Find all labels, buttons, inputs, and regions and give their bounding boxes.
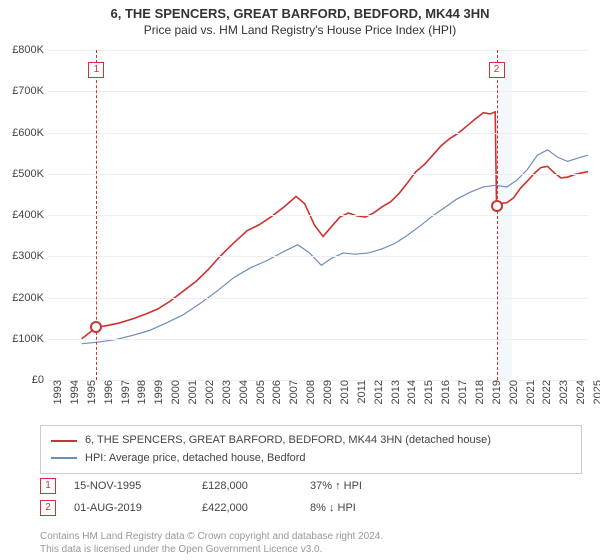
chart-title: 6, THE SPENCERS, GREAT BARFORD, BEDFORD,…: [0, 0, 600, 21]
x-tick-label: 2006: [267, 380, 283, 404]
y-tick-label: £100K: [12, 333, 48, 345]
x-tick-label: 2003: [217, 380, 233, 404]
y-tick-label: £800K: [12, 44, 48, 56]
sale-price: £422,000: [202, 502, 292, 514]
x-tick-label: 2002: [200, 380, 216, 404]
plot-area: £0£100K£200K£300K£400K£500K£600K£700K£80…: [48, 50, 588, 381]
legend: 6, THE SPENCERS, GREAT BARFORD, BEDFORD,…: [40, 425, 582, 474]
sales-table: 1 15-NOV-1995 £128,000 37% ↑ HPI 2 01-AUG-201…: [40, 475, 560, 519]
x-tick-label: 2010: [335, 380, 351, 404]
x-tick-label: 2024: [571, 380, 587, 404]
x-tick-label: 1999: [149, 380, 165, 404]
y-tick-label: £0: [32, 374, 48, 386]
x-tick-label: 2022: [537, 380, 553, 404]
x-tick-label: 2013: [386, 380, 402, 404]
x-tick-label: 1993: [48, 380, 64, 404]
x-tick-label: 2020: [504, 380, 520, 404]
chart-subtitle: Price paid vs. HM Land Registry's House …: [0, 21, 600, 37]
legend-item: 6, THE SPENCERS, GREAT BARFORD, BEDFORD,…: [51, 432, 571, 450]
x-tick-label: 1994: [65, 380, 81, 404]
x-tick-label: 2017: [453, 380, 469, 404]
x-tick-label: 2001: [183, 380, 199, 404]
x-tick-label: 2021: [521, 380, 537, 404]
sale-row: 2 01-AUG-2019 £422,000 8% ↓ HPI: [40, 497, 560, 519]
x-tick-label: 2011: [352, 380, 368, 404]
marker-point-2: [491, 200, 503, 212]
chart-lines: [48, 50, 588, 380]
x-tick-label: 1996: [99, 380, 115, 404]
marker-point-1: [90, 321, 102, 333]
x-tick-label: 2018: [470, 380, 486, 404]
x-tick-label: 2025: [588, 380, 600, 404]
sale-marker-number: 1: [40, 478, 56, 494]
series-property: [82, 112, 588, 339]
sale-hpi-delta: 8% ↓ HPI: [310, 502, 356, 514]
y-tick-label: £400K: [12, 209, 48, 221]
x-tick-label: 2015: [419, 380, 435, 404]
x-tick-label: 2005: [251, 380, 267, 404]
marker-line-2: [497, 50, 498, 380]
legend-item: HPI: Average price, detached house, Bedf…: [51, 450, 571, 468]
sale-marker-number: 2: [40, 500, 56, 516]
y-tick-label: £600K: [12, 127, 48, 139]
y-tick-label: £700K: [12, 85, 48, 97]
x-tick-label: 1997: [116, 380, 132, 404]
sale-row: 1 15-NOV-1995 £128,000 37% ↑ HPI: [40, 475, 560, 497]
attrib-line2: This data is licensed under the Open Gov…: [40, 543, 383, 556]
x-tick-label: 2019: [487, 380, 503, 404]
x-tick-label: 2004: [234, 380, 250, 404]
x-tick-label: 2023: [554, 380, 570, 404]
chart-container: 6, THE SPENCERS, GREAT BARFORD, BEDFORD,…: [0, 0, 600, 560]
y-tick-label: £300K: [12, 250, 48, 262]
sale-date: 01-AUG-2019: [74, 502, 184, 514]
x-tick-label: 2014: [402, 380, 418, 404]
attrib-line1: Contains HM Land Registry data © Crown c…: [40, 530, 383, 543]
sale-date: 15-NOV-1995: [74, 480, 184, 492]
legend-text: HPI: Average price, detached house, Bedf…: [85, 450, 306, 468]
series-hpi: [82, 150, 588, 344]
x-tick-label: 2008: [301, 380, 317, 404]
x-tick-label: 2012: [369, 380, 385, 404]
y-tick-label: £500K: [12, 168, 48, 180]
sale-hpi-delta: 37% ↑ HPI: [310, 480, 362, 492]
marker-label-2: 2: [489, 62, 505, 78]
y-tick-label: £200K: [12, 292, 48, 304]
legend-swatch: [51, 457, 77, 459]
sale-price: £128,000: [202, 480, 292, 492]
legend-text: 6, THE SPENCERS, GREAT BARFORD, BEDFORD,…: [85, 432, 491, 450]
x-tick-label: 2016: [436, 380, 452, 404]
x-tick-label: 2009: [318, 380, 334, 404]
attribution: Contains HM Land Registry data © Crown c…: [40, 530, 383, 556]
marker-label-1: 1: [88, 62, 104, 78]
x-tick-label: 2000: [166, 380, 182, 404]
x-tick-label: 2007: [284, 380, 300, 404]
legend-swatch: [51, 440, 77, 442]
x-tick-label: 1995: [82, 380, 98, 404]
x-tick-label: 1998: [132, 380, 148, 404]
